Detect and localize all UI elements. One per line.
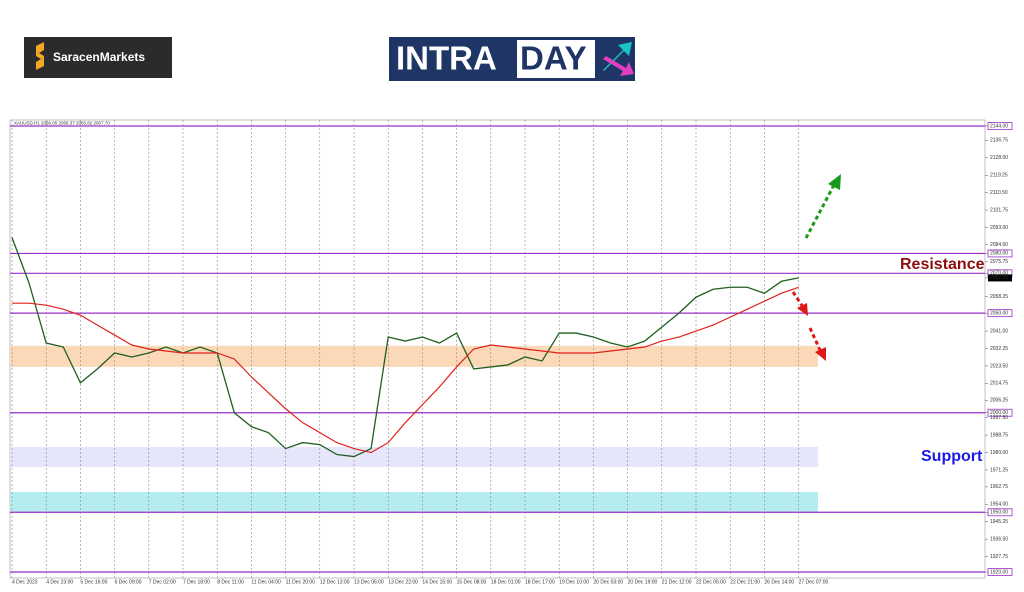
x-tick-label: 27 Dec 07:00 (799, 579, 829, 585)
y-tick-label: 1950.00 (990, 510, 1008, 516)
x-tick-label: 13 Dec 22:00 (388, 579, 418, 585)
level-price-box (987, 309, 1013, 318)
y-tick-label: 1936.50 (990, 536, 1008, 542)
banner-arrow-up (603, 42, 632, 71)
level-price-box (987, 568, 1013, 576)
y-tick-label: 1962.75 (990, 484, 1008, 490)
x-tick-label: 6 Dec 09:00 (115, 579, 142, 585)
logo-icon (36, 42, 44, 70)
y-tick-label: 2000.00 (990, 410, 1008, 416)
x-tick-label: 4 Dec 2023 (12, 579, 38, 585)
y-tick-label: 1971.25 (990, 467, 1008, 473)
x-tick-label: 26 Dec 14:00 (764, 579, 794, 585)
y-tick-label: 1954.00 (990, 502, 1008, 508)
y-tick-label: 2067.70 (990, 275, 1008, 281)
x-tick-label: 14 Dec 15:00 (422, 579, 452, 585)
banner-arrow-down (603, 56, 634, 76)
banner-highlight-box (517, 40, 595, 78)
x-tick-label: 19 Dec 10:00 (559, 579, 589, 585)
x-tick-label: 12 Dec 13:00 (320, 579, 350, 585)
x-tick-label: 21 Dec 12:00 (662, 579, 692, 585)
arrow-down-2-head (815, 347, 826, 361)
current-price-box (988, 274, 1012, 282)
x-tick-label: 18 Dec 01:00 (491, 579, 521, 585)
y-tick-label: 2070.00 (990, 271, 1008, 277)
x-tick-label: 18 Dec 17:00 (525, 579, 555, 585)
y-tick-label: 2101.75 (990, 207, 1008, 213)
x-tick-label: 11 Dec 04:00 (251, 579, 281, 585)
y-tick-label: 2110.50 (990, 190, 1008, 196)
y-tick-label: 2144.00 (990, 123, 1008, 129)
y-tick-label: 2084.50 (990, 242, 1008, 248)
y-tick-label: 2075.75 (990, 259, 1008, 265)
annotation-resistance: Resistance (900, 256, 985, 273)
y-tick-label: 2128.00 (990, 155, 1008, 161)
zone (10, 446, 818, 467)
level-price-box (987, 508, 1013, 517)
series-line (12, 286, 799, 454)
arrow-up (804, 184, 836, 239)
x-tick-label: 8 Dec 11:00 (217, 579, 244, 585)
y-tick-label: 2093.00 (990, 225, 1008, 231)
y-tick-label: 2050.00 (990, 310, 1008, 316)
y-tick-label: 1988.75 (990, 432, 1008, 438)
x-tick-label: 22 Dec 05:00 (696, 579, 726, 585)
y-tick-label: 2119.25 (990, 173, 1008, 179)
x-tick-label: 20 Dec 03:00 (593, 579, 623, 585)
arrow-down-1 (791, 291, 805, 308)
arrow-up-head (828, 174, 841, 190)
y-tick-label: 1920.00 (990, 569, 1008, 575)
zone (10, 491, 818, 512)
level-price-box (987, 249, 1013, 258)
x-tick-label: 11 Dec 20:00 (286, 579, 316, 585)
x-tick-label: 22 Dec 21:00 (730, 579, 760, 585)
level-price-box (987, 122, 1013, 130)
y-tick-label: 1980.00 (990, 450, 1008, 456)
logo-box (24, 37, 172, 78)
x-tick-label: 15 Dec 08:00 (457, 579, 487, 585)
y-tick-label: 1927.75 (990, 554, 1008, 560)
y-tick-label: 1997.50 (990, 415, 1008, 421)
y-tick-label: 2014.75 (990, 381, 1008, 387)
chart-header: XAUUSD,H1 2066.05 2068.37 2065.82 2067.7… (14, 121, 110, 126)
logo-text: SaracenMarkets (53, 50, 145, 64)
x-tick-label: 5 Dec 16:00 (80, 579, 107, 585)
x-tick-label: 4 Dec 23:00 (46, 579, 73, 585)
x-tick-label: 7 Dec 18:00 (183, 579, 210, 585)
y-tick-label: 2023.50 (990, 363, 1008, 369)
y-tick-label: 2041.00 (990, 328, 1008, 334)
arrows (791, 174, 841, 361)
y-tick-label: 2006.25 (990, 398, 1008, 404)
x-tick-label: 7 Dec 02:00 (149, 579, 176, 585)
level-price-box (987, 408, 1013, 417)
x-tick-label: 20 Dec 19:00 (628, 579, 658, 585)
y-tick-label: 2136.75 (990, 138, 1008, 144)
banner-text: INTRA (396, 40, 497, 77)
y-tick-label: 2080.00 (990, 251, 1008, 257)
y-tick-label: 2058.25 (990, 294, 1008, 300)
annotation-support: Support (921, 448, 983, 465)
banner-highlight: DAY (520, 40, 587, 77)
series-line (11, 237, 799, 458)
y-tick-label: 1945.25 (990, 519, 1008, 525)
arrow-down-1-head (797, 303, 808, 316)
y-tick-label: 2032.25 (990, 346, 1008, 352)
x-tick-label: 13 Dec 06:00 (354, 579, 384, 585)
